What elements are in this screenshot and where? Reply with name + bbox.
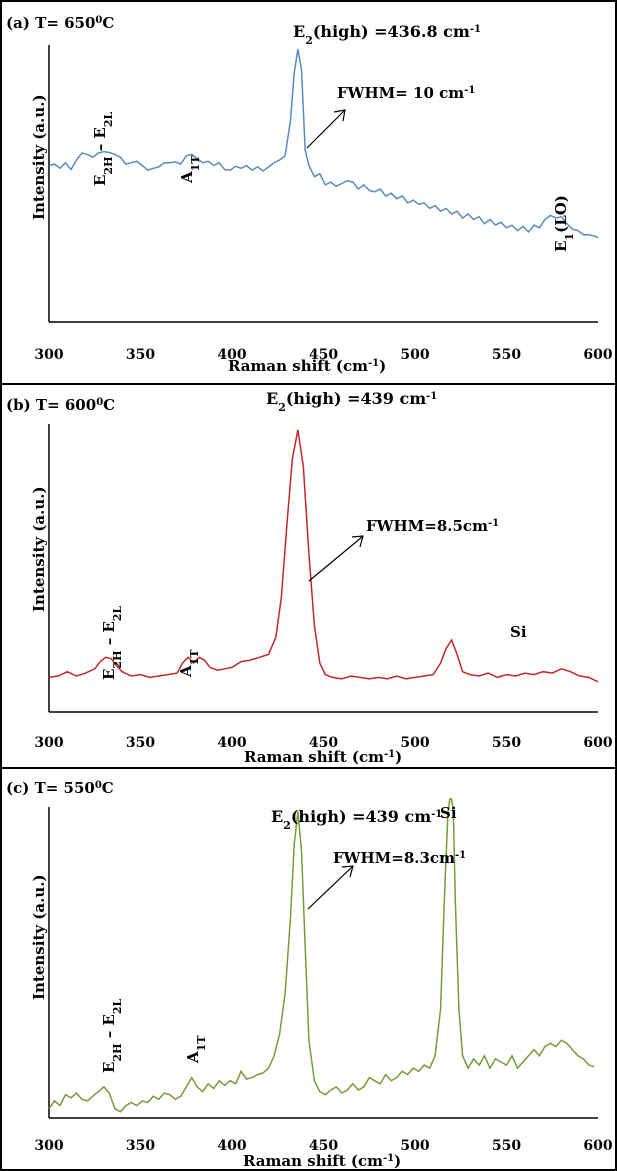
panel-b-e2high-label: E2(high) =439 cm-1: [266, 389, 437, 414]
panel-b-y-axis-label: Intensity (a.u.): [30, 486, 48, 612]
panel-b-x-tick-600: 600: [583, 735, 612, 751]
panel-b-fwhm-arrow: [308, 535, 364, 582]
panel-c-y-axis-label: Intensity (a.u.): [30, 874, 48, 1000]
panel-c-si-label: Si: [440, 804, 457, 822]
panel-c-x-tick-600: 600: [583, 1138, 612, 1154]
panel-a: (a) T= 6500C 300 350 400 450 500 550 600 Inten…: [0, 0, 617, 385]
panel-b-x-tick-400: 400: [217, 735, 246, 751]
panel-c-x-tick-450: 450: [309, 1138, 338, 1154]
panel-b-x-ticks: 300 350 400 450 500 550 600: [34, 735, 612, 751]
panel-a-y-axis-label: Intensity (a.u.): [30, 94, 48, 220]
panel-b-spectrum-line: [48, 429, 599, 683]
panel-a-x-tick-450: 450: [309, 347, 338, 363]
panel-a-x-axis-label: Raman shift (cm-1): [228, 357, 386, 375]
panel-c-fwhm-arrow: [307, 865, 354, 910]
panel-b-x-tick-450: 450: [309, 735, 338, 751]
panel-c-e2h-e2l-label: E2H – E2L: [100, 998, 124, 1073]
panel-c-spectrum-line: [48, 798, 595, 1113]
panel-c-x-tick-400: 400: [217, 1138, 246, 1154]
panel-a-x-tick-550: 550: [492, 347, 521, 363]
panel-c-e2high-label: E2(high) =439 cm-1: [271, 807, 442, 832]
panel-a-fwhm-label: FWHM= 10 cm-1: [337, 84, 475, 102]
panel-c-a1t-label: A1T: [184, 1035, 208, 1064]
panel-b-x-tick-300: 300: [34, 735, 63, 751]
panel-a-fwhm-arrow: [306, 109, 346, 149]
panel-c-fwhm-label: FWHM=8.3cm-1: [333, 849, 466, 867]
panel-b-fwhm-label: FWHM=8.5cm-1: [366, 517, 499, 535]
panel-b-a1t-label: A1T: [177, 649, 201, 678]
panel-b-x-axis-label: Raman shift (cm-1): [244, 748, 402, 766]
panel-a-x-tick-600: 600: [583, 347, 612, 363]
panel-c-x-tick-300: 300: [34, 1138, 63, 1154]
panel-c: (c) T= 5500C 300 350 400 450 500 550 600 Inten…: [0, 767, 617, 1171]
panel-a-e1lo-label: E1(LO): [552, 195, 576, 252]
panel-a-label: (a) T= 6500C: [6, 14, 114, 32]
panel-c-x-tick-550: 550: [492, 1138, 521, 1154]
panel-a-e2h-e2l-label: E2H – E2L: [91, 111, 115, 186]
panel-a-x-tick-350: 350: [126, 347, 155, 363]
panel-c-x-ticks: 300 350 400 450 500 550 600: [34, 1138, 612, 1154]
panel-a-spectrum-line: [48, 49, 599, 239]
panel-b: (b) T= 6000C 300 350 400 450 500 550 600 Inten…: [0, 383, 617, 769]
panel-c-frame: [0, 767, 617, 1171]
panel-a-x-tick-400: 400: [217, 347, 246, 363]
panel-c-label: (c) T= 5500C: [6, 779, 114, 797]
panel-c-x-tick-500: 500: [400, 1138, 429, 1154]
panel-a-x-ticks: 300 350 400 450 500 550 600: [34, 347, 612, 363]
panel-b-e2h-e2l-label: E2H – E2L: [100, 605, 124, 680]
panel-c-x-tick-350: 350: [126, 1138, 155, 1154]
panel-b-x-tick-500: 500: [400, 735, 429, 751]
panel-a-x-tick-300: 300: [34, 347, 63, 363]
panel-b-x-tick-350: 350: [126, 735, 155, 751]
panel-a-e2high-label: E2(high) =436.8 cm-1: [293, 22, 481, 47]
panel-b-x-tick-550: 550: [492, 735, 521, 751]
panel-b-si-label: Si: [510, 623, 527, 641]
panel-a-a1t-label: A1T: [178, 155, 202, 184]
panel-b-label: (b) T= 6000C: [6, 396, 115, 414]
panel-a-x-tick-500: 500: [400, 347, 429, 363]
panel-c-x-axis-label: Raman shift (cm-1): [243, 1152, 401, 1170]
